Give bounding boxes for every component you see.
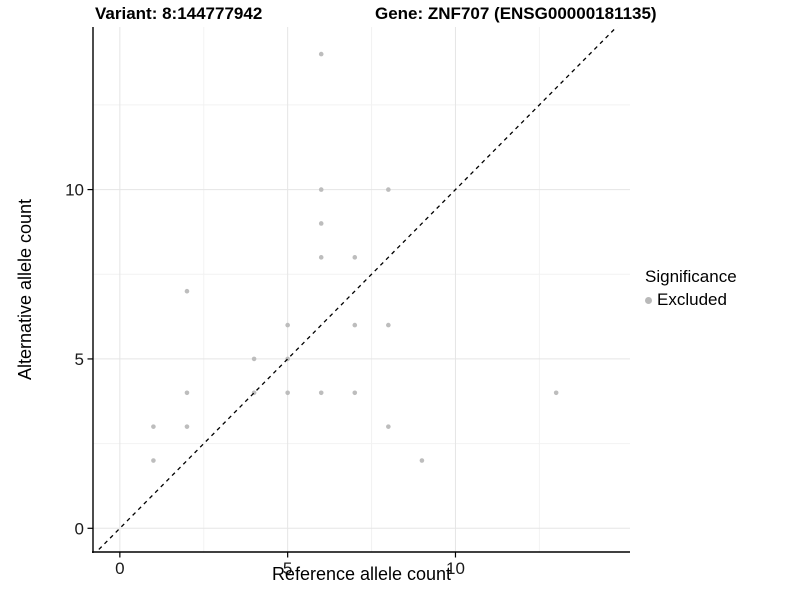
y-tick-label: 5 [75,350,84,369]
data-point [386,322,391,328]
data-point [151,424,156,429]
legend: Significance Excluded [645,267,737,310]
legend-key-dot-icon [645,296,652,304]
x-tick-label: 5 [283,559,292,578]
data-point [318,51,324,57]
data-point [386,187,391,192]
data-point [151,458,156,463]
data-point [386,424,391,429]
data-point [285,390,290,396]
data-point [184,288,190,294]
data-point [553,390,559,396]
data-point [352,390,358,396]
x-tick-label: 0 [115,559,124,578]
identity-reference-line [95,27,618,552]
data-point [285,322,290,328]
x-axis-title: Reference allele count [271,564,452,584]
y-tick-label: 10 [65,181,84,200]
data-point [419,458,425,463]
data-point [352,255,358,260]
legend-item-label: Excluded [657,290,727,309]
data-point [184,390,190,396]
data-point [251,356,257,362]
data-point [318,255,324,260]
data-point [318,187,324,192]
data-point [184,424,190,429]
data-point [318,221,324,226]
data-point [352,322,358,328]
gene-title: Gene: ZNF707 (ENSG00000181135) [375,4,657,23]
y-tick-label: 0 [75,519,84,538]
variant-title: Variant: 8:144777942 [95,4,263,23]
data-point [318,390,324,396]
x-tick-label: 10 [446,559,465,578]
legend-item-excluded: Excluded [645,290,737,310]
legend-title: Significance [645,267,737,286]
